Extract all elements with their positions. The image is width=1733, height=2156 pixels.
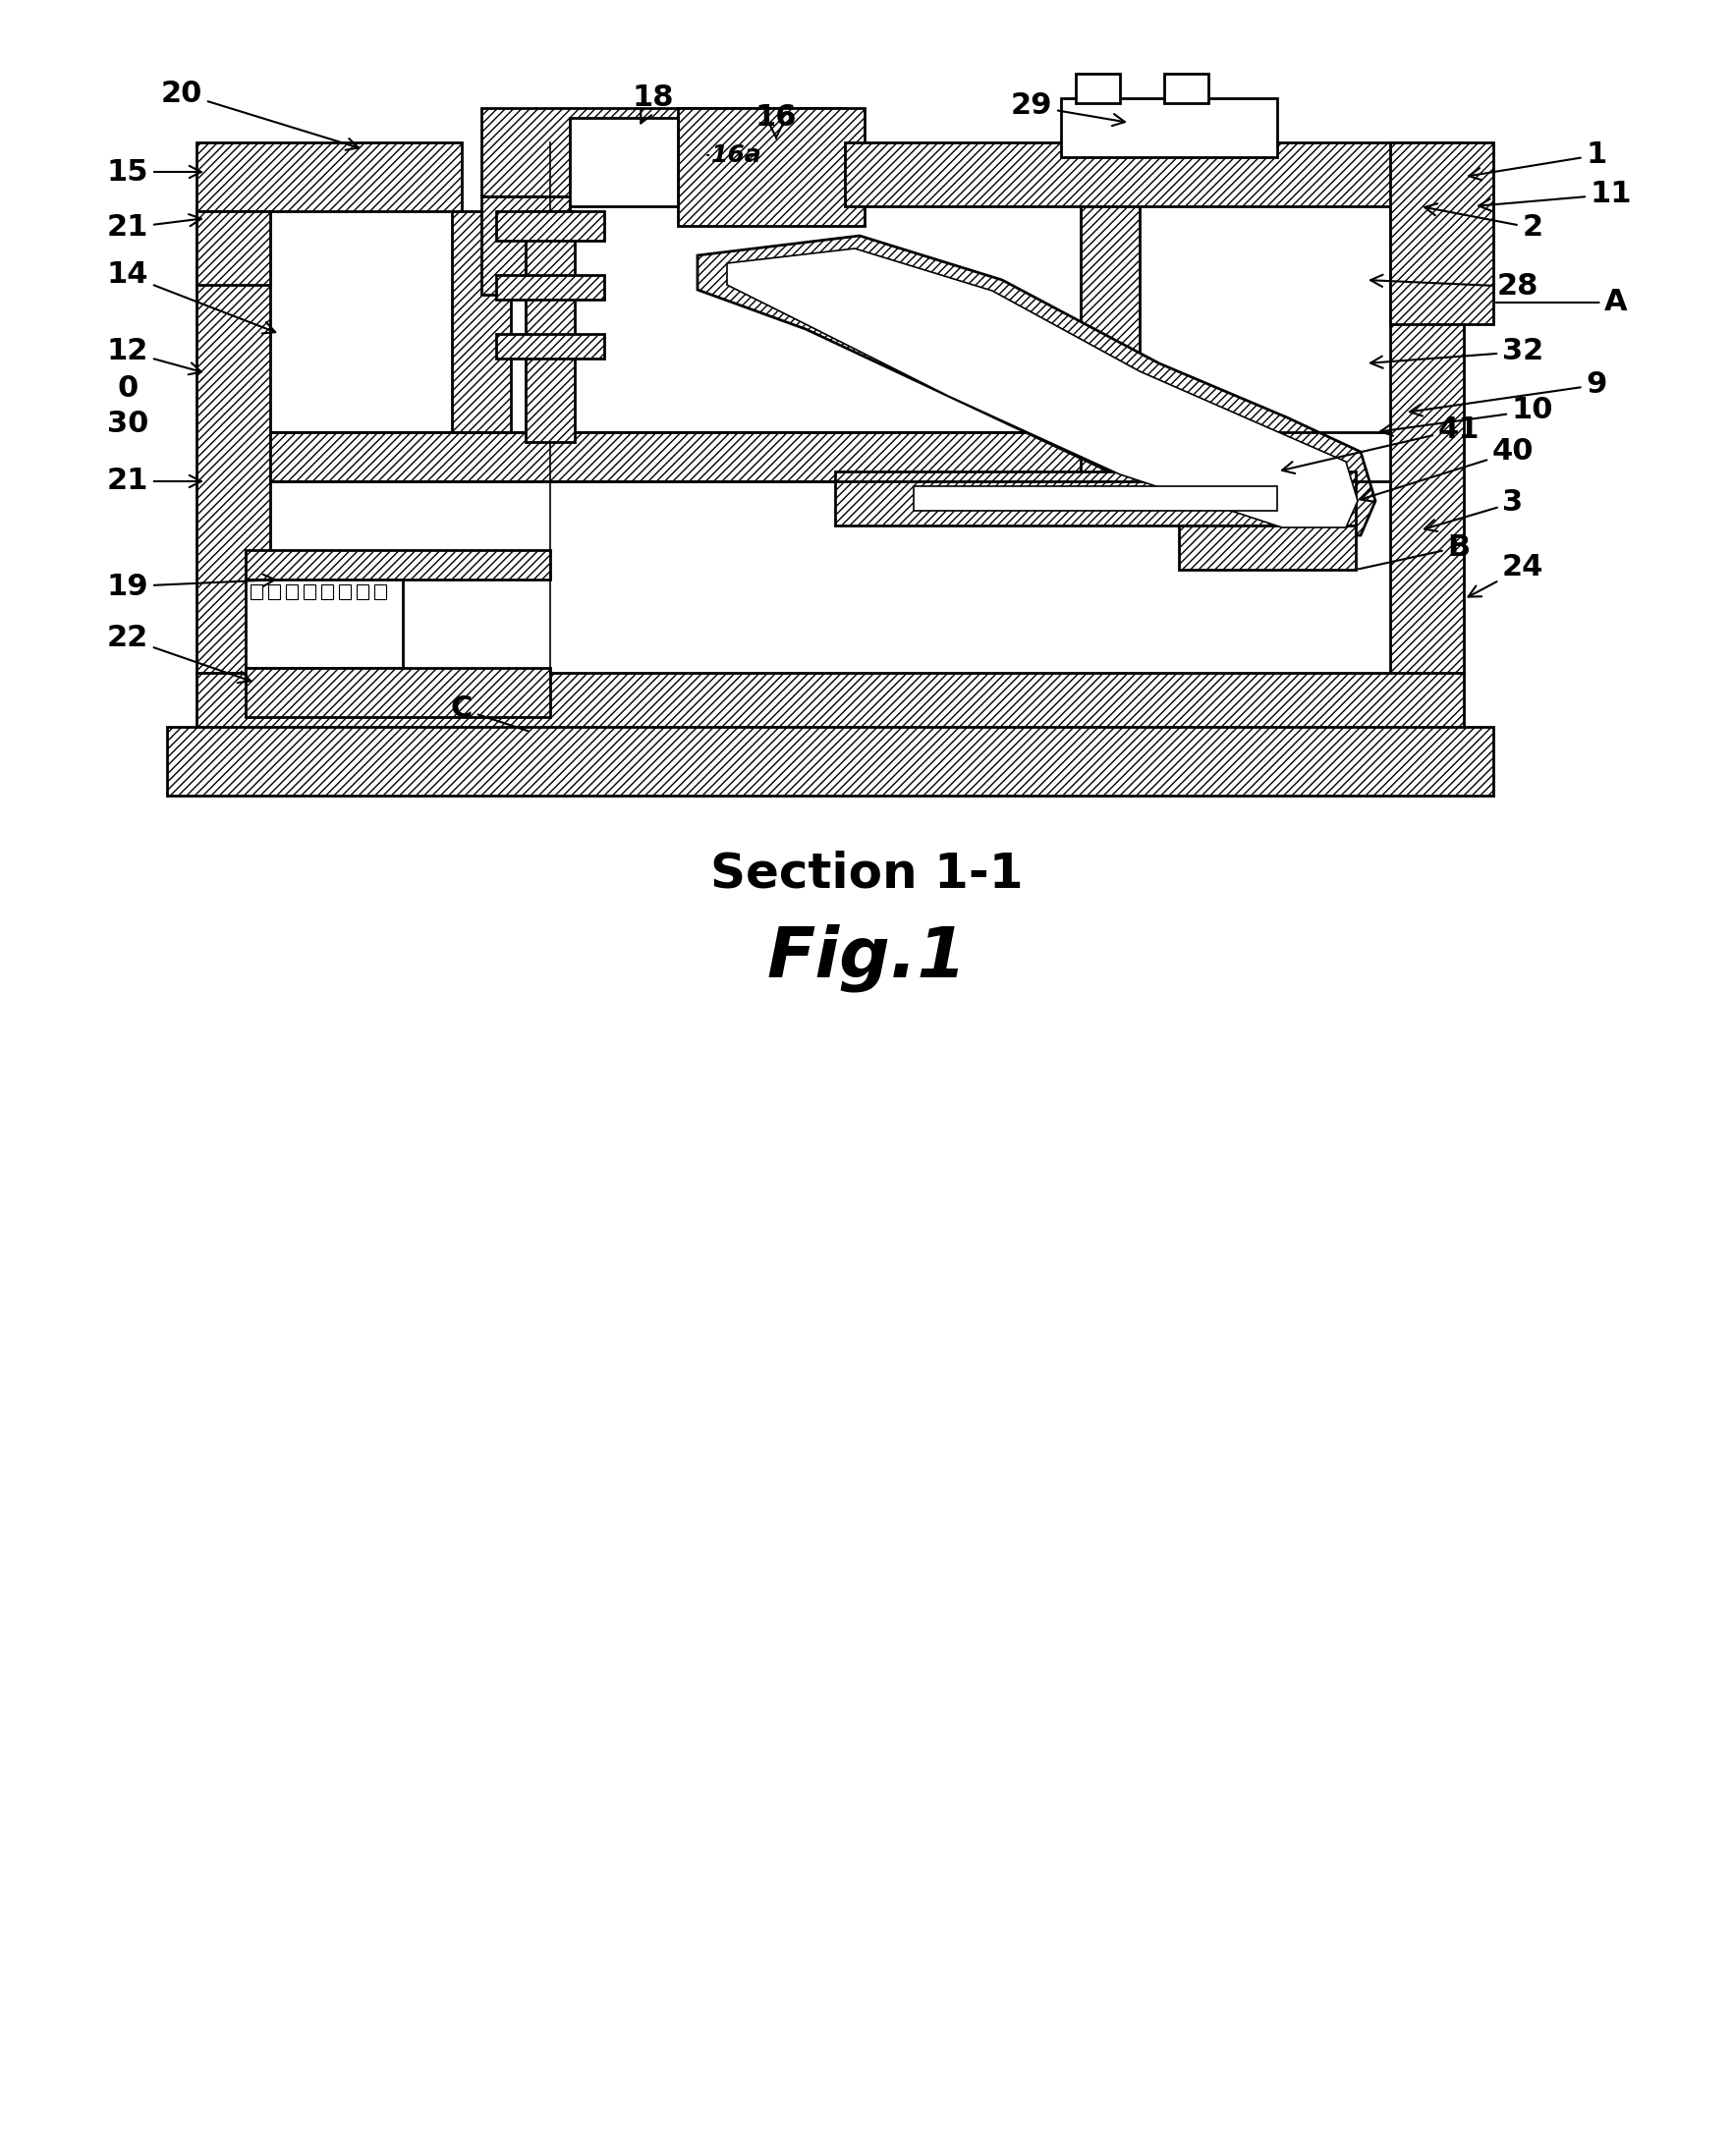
Polygon shape [835, 472, 1355, 526]
Text: 12: 12 [107, 336, 201, 375]
Text: Fig.1: Fig.1 [766, 923, 967, 992]
Bar [251, 584, 262, 599]
Text: 32: 32 [1371, 336, 1544, 369]
Polygon shape [678, 108, 865, 226]
Text: 16: 16 [756, 103, 797, 138]
Bar [1061, 99, 1277, 157]
Text: B: B [1359, 533, 1470, 569]
Polygon shape [1390, 142, 1494, 323]
Polygon shape [496, 276, 605, 300]
Text: 3: 3 [1425, 489, 1523, 530]
Text: 41: 41 [1282, 414, 1480, 474]
Bar [286, 584, 298, 599]
Text: 9: 9 [1411, 371, 1606, 416]
Polygon shape [697, 235, 1376, 535]
Text: 21: 21 [107, 468, 201, 496]
Text: 15: 15 [107, 157, 201, 185]
Text: Section 1-1: Section 1-1 [711, 852, 1022, 897]
Bar [913, 487, 1277, 511]
Text: A: A [1496, 289, 1627, 317]
Polygon shape [196, 211, 270, 285]
Text: 40: 40 [1360, 438, 1534, 502]
Text: 11: 11 [1478, 181, 1632, 211]
Text: 16a: 16a [707, 144, 763, 166]
Text: 20: 20 [161, 80, 359, 151]
Text: 10: 10 [1381, 397, 1553, 436]
Bar [374, 584, 386, 599]
Text: 21: 21 [107, 213, 201, 241]
Polygon shape [525, 211, 575, 442]
Text: 2: 2 [1425, 203, 1542, 241]
Text: 29: 29 [1010, 93, 1125, 125]
Polygon shape [846, 142, 1464, 207]
Text: C: C [451, 694, 529, 731]
Polygon shape [196, 142, 461, 211]
Bar [1165, 73, 1208, 103]
Polygon shape [1390, 207, 1464, 673]
Polygon shape [270, 431, 1194, 481]
Bar [246, 580, 402, 668]
Bar [269, 584, 281, 599]
Polygon shape [496, 211, 605, 241]
Text: 18: 18 [633, 84, 674, 123]
Polygon shape [196, 207, 270, 673]
Polygon shape [246, 668, 549, 718]
Text: 22: 22 [107, 625, 251, 683]
Polygon shape [166, 727, 1494, 796]
Bar [340, 584, 350, 599]
Text: 30: 30 [107, 410, 149, 438]
Polygon shape [1081, 207, 1140, 481]
Bar [570, 119, 678, 207]
Polygon shape [482, 108, 846, 196]
Polygon shape [496, 334, 605, 358]
Text: 0: 0 [118, 373, 139, 403]
Polygon shape [1178, 526, 1355, 569]
Bar [357, 584, 369, 599]
Polygon shape [728, 248, 1357, 528]
Bar [303, 584, 315, 599]
Text: 28: 28 [1371, 272, 1539, 302]
Polygon shape [246, 550, 549, 580]
Text: 1: 1 [1470, 140, 1606, 179]
Bar [321, 584, 333, 599]
Text: 14: 14 [107, 261, 276, 334]
Bar [1076, 73, 1120, 103]
Polygon shape [196, 673, 1464, 746]
Polygon shape [482, 196, 570, 295]
Text: 19: 19 [107, 571, 276, 602]
Text: 24: 24 [1468, 554, 1544, 597]
Polygon shape [452, 211, 511, 442]
